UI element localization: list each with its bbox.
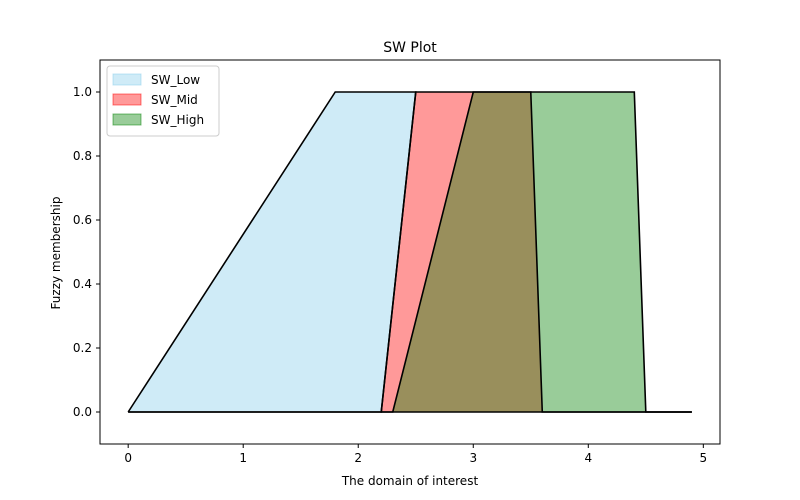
series-fills xyxy=(128,92,692,412)
y-axis: 0.0 0.2 0.4 0.6 0.8 1.0 xyxy=(73,85,100,419)
y-tick-label: 0.8 xyxy=(73,149,92,163)
series-fill-sw-mid xyxy=(128,92,692,412)
plot-frame xyxy=(99,59,721,445)
legend-swatch-sw-low xyxy=(112,73,142,86)
x-axis-label: The domain of interest xyxy=(341,474,479,488)
legend-label-sw-low: SW_Low xyxy=(151,73,200,87)
legend-label-sw-mid: SW_Mid xyxy=(151,93,198,107)
legend-swatch-sw-high xyxy=(112,113,142,126)
y-axis-label: Fuzzy membership xyxy=(49,197,63,310)
series-line-sw-high xyxy=(128,91,692,413)
y-tick-label: 0.6 xyxy=(73,213,92,227)
chart-title: SW Plot xyxy=(383,40,437,56)
y-tick-label: 0.0 xyxy=(73,405,92,419)
y-tick-label: 1.0 xyxy=(73,85,92,99)
legend-label-sw-high: SW_High xyxy=(151,113,204,127)
x-tick-label: 3 xyxy=(469,451,477,465)
series-fill-sw-low xyxy=(128,92,692,412)
y-tick-label: 0.4 xyxy=(73,277,92,291)
legend: SW_Low SW_Mid SW_High xyxy=(106,65,220,137)
x-axis: 0 1 2 3 4 5 xyxy=(124,444,707,465)
x-tick-label: 2 xyxy=(354,451,362,465)
x-tick-label: 1 xyxy=(239,451,247,465)
x-tick-label: 4 xyxy=(584,451,592,465)
x-tick-label: 0 xyxy=(124,451,132,465)
y-tick-label: 0.2 xyxy=(73,341,92,355)
x-tick-label: 5 xyxy=(700,451,708,465)
legend-swatch-sw-mid xyxy=(112,93,142,106)
series-lines xyxy=(127,91,692,413)
legend-box xyxy=(106,65,220,137)
series-fill-sw-high xyxy=(128,92,692,412)
